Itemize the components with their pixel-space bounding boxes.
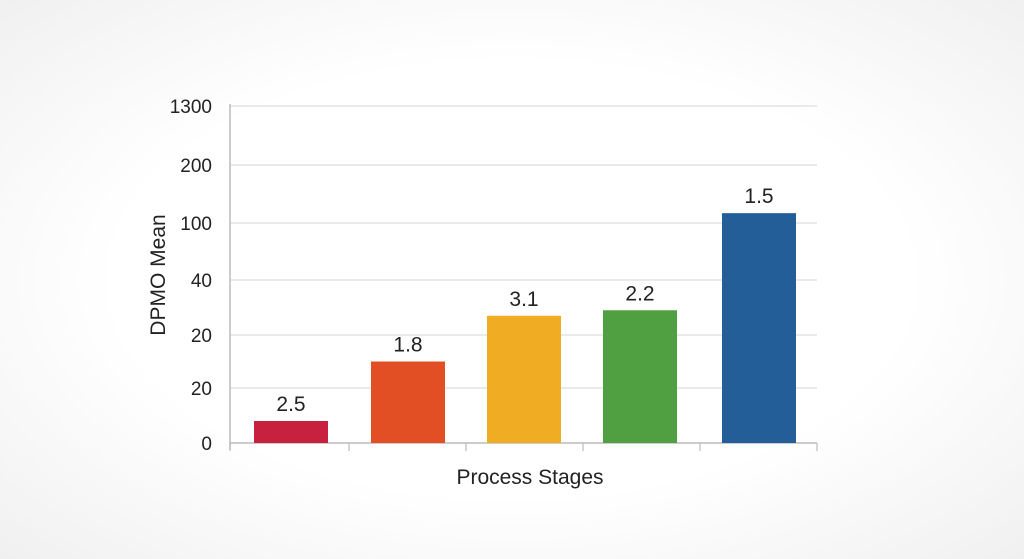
y-tick-labels: 0 20 20 40 100 200 1300: [170, 97, 212, 455]
data-label: 1.8: [393, 334, 422, 357]
y-tick-label: 1300: [170, 97, 212, 118]
y-tick-label: 200: [180, 156, 212, 177]
bar: [254, 421, 328, 443]
x-tick-marks: [229, 443, 818, 451]
data-label: 2.2: [625, 282, 654, 305]
y-tick-label: 40: [191, 271, 212, 292]
y-axis-label: DPMO Mean: [147, 214, 170, 335]
data-label: 1.5: [744, 185, 773, 208]
y-tick-label: 0: [201, 434, 212, 455]
y-tick-label: 100: [180, 214, 212, 235]
bar: [722, 213, 796, 443]
y-tick-label: 20: [191, 326, 212, 347]
data-label: 3.1: [509, 288, 538, 311]
y-tick-label: 20: [191, 379, 212, 400]
bars: [254, 213, 796, 443]
gridlines: [230, 105, 817, 389]
bar: [603, 310, 677, 443]
bar: [487, 315, 561, 443]
data-label: 2.5: [276, 393, 305, 416]
data-labels: 2.5 1.8 3.1 2.2 1.5: [276, 185, 773, 416]
bar: [371, 361, 445, 443]
x-axis-label: Process Stages: [456, 466, 603, 489]
